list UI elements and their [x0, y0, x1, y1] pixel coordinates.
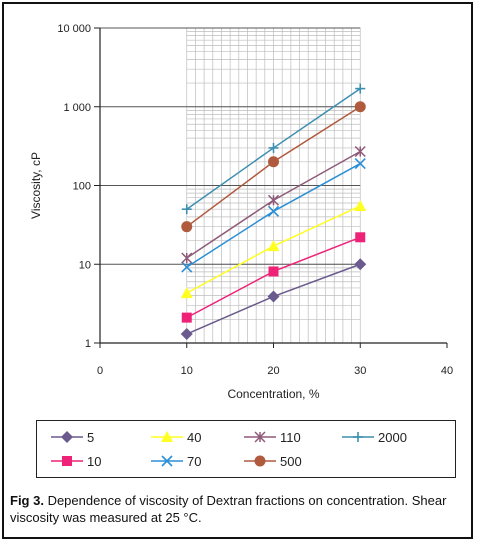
- data-point-10-10: [181, 312, 192, 323]
- caption-label: Fig 3.: [10, 493, 44, 508]
- legend-marker-110: [254, 431, 266, 443]
- legend: 5 40 110 2000 10 70 500: [36, 420, 456, 478]
- legend-label-500: 500: [280, 453, 302, 469]
- data-point-70-30: [354, 157, 366, 170]
- legend-item-110: 110: [242, 428, 301, 446]
- legend-label-5: 5: [87, 429, 95, 445]
- y-tick-label: 1 000: [63, 102, 91, 114]
- data-point-40-10: [180, 287, 193, 299]
- data-point-110-20: [267, 194, 280, 206]
- legend-item-40: 40: [149, 428, 201, 446]
- y-tick-label: 100: [73, 181, 91, 193]
- y-tick-label: 1: [85, 338, 91, 350]
- x-tick-label: 0: [97, 365, 103, 377]
- legend-label-110: 110: [280, 429, 301, 445]
- legend-marker-500: [254, 455, 266, 467]
- legend-swatch-40: [151, 431, 183, 442]
- data-point-5-30: [354, 258, 367, 271]
- legend-swatch-2000: [342, 432, 374, 442]
- series-500: [181, 101, 366, 233]
- data-point-2000-20: [268, 142, 279, 153]
- data-point-2000-30: [355, 83, 366, 94]
- data-point-110-10: [181, 252, 193, 264]
- legend-marker-5: [61, 431, 73, 443]
- x-tick-label: 20: [267, 365, 279, 377]
- legend-label-10: 10: [87, 453, 102, 469]
- legend-item-2000: 2000: [340, 428, 407, 446]
- legend-marker-10: [62, 456, 72, 466]
- legend-item-5: 5: [49, 428, 94, 446]
- data-point-5-10: [180, 328, 193, 341]
- legend-swatch-110: [244, 431, 276, 443]
- legend-swatch-5: [51, 431, 83, 443]
- data-point-40-20: [267, 240, 280, 252]
- x-tick-label: 30: [354, 365, 366, 377]
- data-point-110-30: [354, 145, 366, 158]
- legend-item-70: 70: [149, 452, 201, 470]
- data-point-500-10: [181, 221, 193, 233]
- legend-label-70: 70: [187, 453, 202, 469]
- data-point-70-20: [267, 205, 280, 217]
- legend-swatch-70: [151, 455, 183, 467]
- legend-label-2000: 2000: [378, 429, 407, 445]
- data-point-5-20: [267, 290, 280, 303]
- legend-label-40: 40: [187, 429, 202, 445]
- series-70: [181, 157, 366, 273]
- data-point-10-20: [268, 266, 279, 277]
- legend-marker-2000: [353, 432, 363, 442]
- figure-caption: Fig 3. Dependence of viscosity of Dextra…: [10, 492, 460, 526]
- data-point-40-30: [354, 199, 367, 211]
- series-110: [181, 145, 366, 264]
- y-tick-label: 10 000: [57, 23, 91, 35]
- series-40: [180, 199, 367, 299]
- x-tick-label: 40: [441, 365, 453, 377]
- legend-marker-40: [161, 431, 173, 442]
- data-point-2000-10: [181, 204, 192, 215]
- legend-swatch-500: [244, 455, 276, 467]
- data-point-70-10: [181, 261, 193, 273]
- series-10: [181, 232, 366, 323]
- data-point-500-20: [268, 156, 279, 168]
- x-axis-title: Concentration, %: [227, 387, 319, 401]
- legend-marker-70: [161, 455, 173, 467]
- y-axis-title: Viscosity, cP: [29, 152, 43, 219]
- x-tick-label: 10: [181, 365, 193, 377]
- data-point-10-30: [355, 232, 366, 243]
- data-point-500-30: [354, 101, 366, 113]
- legend-item-10: 10: [49, 452, 101, 470]
- series-5: [180, 258, 367, 341]
- y-tick-label: 10: [79, 259, 91, 271]
- caption-text: Dependence of viscosity of Dextran fract…: [10, 493, 447, 525]
- legend-item-500: 500: [242, 452, 302, 470]
- chart: 1 10 100 1 000 10 000 0 10 20 30 40 Concentration,…: [29, 23, 453, 401]
- legend-swatch-10: [51, 456, 83, 466]
- series-2000: [181, 83, 366, 215]
